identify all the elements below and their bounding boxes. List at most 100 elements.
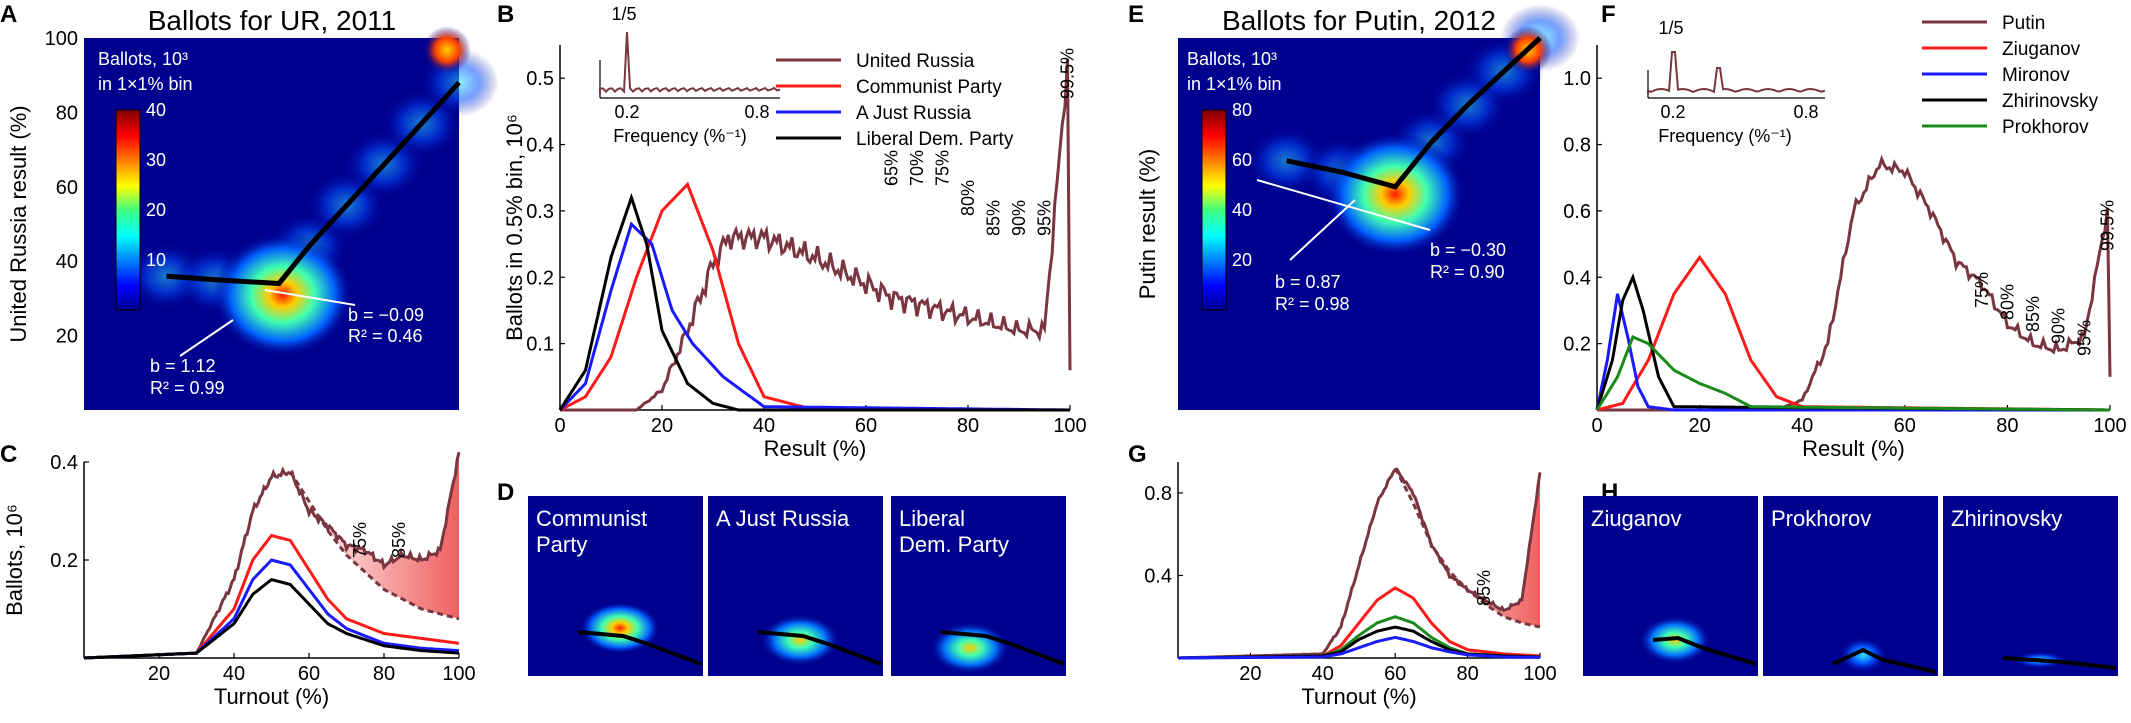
heatmap-E — [1178, 4, 1580, 410]
x-tick-label: 0 — [1591, 415, 1602, 437]
series-group-F — [1595, 154, 2112, 412]
x-tick-label: 100 — [2093, 415, 2126, 437]
trend-line — [166, 80, 461, 287]
x-tick-label: 60 — [1894, 415, 1916, 437]
peak-label: 70% — [907, 150, 927, 186]
peak-label: 75% — [350, 522, 370, 558]
subplot-title: Liberal — [899, 506, 965, 531]
series-zhirinovsky — [1178, 625, 1541, 660]
y-tick-label: 0.4 — [526, 135, 554, 157]
inset-peak-label: 1/5 — [611, 4, 636, 24]
legend-label: Liberal Dem. Party — [856, 129, 1014, 150]
colorbar-tick-label: 20 — [1232, 250, 1252, 270]
peak-label: 85% — [389, 522, 409, 558]
inset-axis-label: Frequency (%⁻¹) — [613, 126, 747, 146]
mini-heatmap-ziuganov: Ziuganov — [1583, 496, 1758, 676]
x-axis-label: Turnout (%) — [1301, 684, 1416, 709]
fit-annotation: b = −0.30 — [1430, 240, 1506, 260]
excess-fill — [290, 452, 459, 619]
colorbar-title: Ballots, 10³ — [1187, 49, 1277, 69]
x-tick-label: 40 — [753, 415, 775, 437]
x-tick-label: 100 — [1053, 415, 1086, 437]
y-axis-label: United Russia result (%) — [6, 105, 31, 342]
x-tick-label: 40 — [1791, 415, 1813, 437]
x-tick-label: 0 — [554, 415, 565, 437]
subplot-title: Zhirinovsky — [1951, 506, 2062, 531]
fit-line-high — [179, 319, 234, 357]
inset-spectrum — [599, 31, 781, 94]
x-tick-label: 80 — [1996, 415, 2018, 437]
series-putin — [1177, 467, 1542, 660]
peak-label: 80% — [958, 180, 978, 216]
series-prokhorov — [1595, 335, 2110, 412]
peak-label: 85% — [984, 200, 1004, 236]
y-tick-label: 40 — [56, 251, 78, 273]
y-tick-label: 0.8 — [1563, 135, 1591, 157]
x-tick-label: 20 — [148, 663, 170, 685]
peak-label: 75% — [933, 150, 953, 186]
axes-C: 20 40 60 80 100 0.2 0.4 Turnout (%) Ballots, 10⁶ — [2, 452, 476, 709]
colorbar-tick-label: 10 — [146, 250, 166, 270]
y-tick-label: 0.4 — [1144, 565, 1172, 587]
peak-label: 75% — [1972, 272, 1992, 308]
x-tick-label: 20 — [651, 415, 673, 437]
colorbar-tick-label: 20 — [146, 200, 166, 220]
colorbar-title: in 1×1% bin — [98, 74, 193, 94]
legend-label: A Just Russia — [856, 103, 972, 124]
density-peak — [212, 232, 353, 357]
inset-tick-label: 0.8 — [1793, 102, 1818, 122]
colorbar-tick-label: 30 — [146, 150, 166, 170]
series-liberal-dem-party — [83, 577, 460, 660]
inset-spectrum — [1647, 51, 1826, 94]
x-tick-label: 60 — [298, 663, 320, 685]
colorbar-A: 10 20 30 40 — [115, 100, 166, 311]
legend-label: Prokhorov — [2002, 117, 2089, 138]
density-peak — [930, 622, 1010, 674]
panel-letter-B: B — [497, 1, 514, 28]
inset-tick-label: 0.8 — [744, 102, 769, 122]
peak-label: 80% — [1997, 284, 2017, 320]
fit-annotation: b = 0.87 — [1275, 272, 1341, 292]
fit-line-low — [264, 289, 356, 306]
x-axis-label: Result (%) — [1802, 436, 1905, 461]
y-tick-label: 0.5 — [526, 68, 554, 90]
peak-label: 90% — [1009, 200, 1029, 236]
series-putin — [1597, 154, 2112, 412]
panel-letter-A: A — [0, 1, 17, 28]
fit-line-high — [1289, 199, 1356, 261]
subplot-title: Communist — [536, 506, 647, 531]
density-peak — [1839, 637, 1887, 673]
fit-annotation: R² = 0.90 — [1430, 262, 1505, 282]
series-group-G — [1177, 467, 1542, 660]
legend-label: United Russia — [856, 51, 975, 72]
peak-label: 99.5% — [2097, 200, 2117, 251]
peak-label: 90% — [2049, 308, 2069, 344]
peak-label: 85% — [2023, 296, 2043, 332]
peak-label: 99.5% — [1057, 48, 1077, 99]
heatmap-A — [84, 26, 499, 410]
legend-label: Ziuganov — [2002, 39, 2081, 60]
series-group-B — [558, 58, 1072, 412]
x-tick-label: 20 — [1239, 663, 1261, 685]
trend-line — [1652, 635, 1757, 666]
series-ziuganov — [1596, 254, 2110, 412]
inset-peak-label: 1/5 — [1658, 18, 1683, 38]
x-tick-label: 80 — [373, 663, 395, 685]
fit-annotation: R² = 0.99 — [150, 378, 225, 398]
y-tick-label: 100 — [45, 28, 78, 50]
colorbar — [115, 109, 141, 311]
colorbar — [1201, 109, 1227, 311]
density-peak — [580, 602, 660, 654]
subplot-title: Prokhorov — [1771, 506, 1871, 531]
colorbar-tick-label: 60 — [1232, 150, 1252, 170]
series-united-russia — [560, 58, 1072, 412]
x-tick-label: 20 — [1688, 415, 1710, 437]
x-axis-label: Turnout (%) — [214, 684, 329, 709]
legend-label: Putin — [2002, 13, 2045, 34]
y-tick-label: 0.8 — [1144, 483, 1172, 505]
colorbar-tick-label: 40 — [1232, 200, 1252, 220]
density-corner — [423, 26, 471, 74]
y-axis-label: Ballots, 10⁶ — [2, 504, 27, 616]
x-tick-label: 60 — [1384, 663, 1406, 685]
